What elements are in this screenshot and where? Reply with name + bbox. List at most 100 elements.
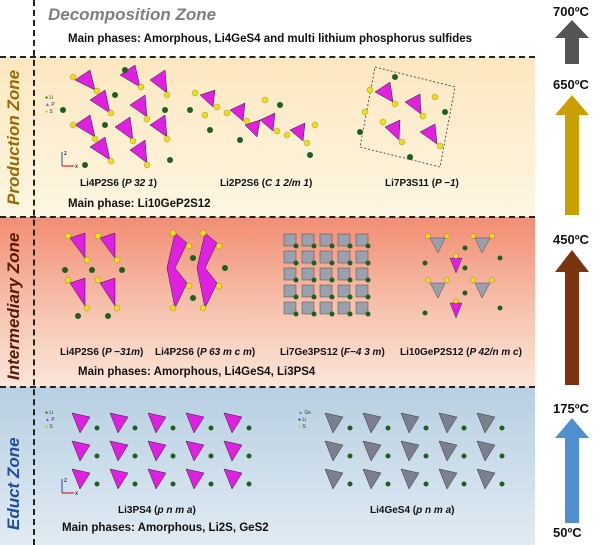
li-atom (365, 260, 371, 266)
li-atom (329, 294, 335, 300)
zone-separator (0, 216, 535, 218)
tetrahedron (223, 412, 243, 434)
legend-s: S (49, 109, 53, 115)
caption-li4p2s6-p-31m: Li4P2S6 (P −31m) (60, 347, 144, 358)
tetrahedron (438, 468, 458, 490)
legend-ge: Ge (304, 410, 312, 416)
tetrahedron (362, 412, 382, 434)
li-atom (499, 481, 505, 487)
ge-tetrahedron (301, 301, 315, 315)
li-atom (499, 453, 505, 459)
formula: Li7Ge3PS12 (280, 347, 338, 358)
tetrahedron (71, 468, 91, 490)
li-atom (423, 453, 429, 459)
production-zone-title: Production Zone (4, 69, 23, 205)
tetrahedron (400, 412, 420, 434)
main-phase-value: Li10GeP2S12 (137, 198, 211, 210)
atom-legend-ge: ▲ Ge ● Li ● S (298, 410, 312, 430)
educt-zone-band (0, 387, 535, 545)
tetrahedron (362, 440, 382, 462)
structure-li4ges4-pnma (324, 412, 505, 490)
caption-li2p2s6-c12m1: Li2P2S6 (C 1 2/m 1) (220, 178, 313, 189)
li-atom (170, 453, 176, 459)
li-atom (94, 481, 100, 487)
ge-tetrahedron (283, 284, 297, 298)
ge-tetrahedron (283, 250, 297, 264)
decomposition-zone-title: Decomposition Zone (48, 5, 217, 24)
li-atom (329, 260, 335, 266)
tetrahedron (109, 412, 129, 434)
educt-zone-title: Educt Zone (4, 437, 23, 530)
tetrahedron (400, 440, 420, 462)
legend-s: S (302, 424, 306, 430)
caption-li4ges4-pnma: Li4GeS4 (p n m a) (370, 505, 455, 516)
li-atom (293, 260, 299, 266)
caption-li4p2s6-p321: Li4P2S6 (P 32 1) (80, 178, 157, 189)
legend-li: Li (49, 95, 54, 101)
li-atom (347, 260, 353, 266)
legend-li: Li (302, 417, 307, 423)
ge-tetrahedron (283, 301, 297, 315)
li-atom (311, 294, 317, 300)
axis-z-label: z (64, 478, 67, 484)
li-atom (347, 481, 353, 487)
space-group: P 63 m c m (200, 347, 252, 358)
li-atom (170, 425, 176, 431)
tetrahedron (476, 440, 496, 462)
tetrahedron (71, 440, 91, 462)
li-atom (329, 311, 335, 317)
li-atom (208, 425, 214, 431)
tetrahedron (400, 468, 420, 490)
ge-tetrahedron (283, 267, 297, 281)
tetrahedron (362, 468, 382, 490)
formula: Li4P2S6 (60, 347, 99, 358)
li-atom (461, 425, 467, 431)
li-atom (365, 294, 371, 300)
li-atom (94, 453, 100, 459)
tetrahedron (185, 468, 205, 490)
li-atom (423, 425, 429, 431)
li-atom (499, 425, 505, 431)
atom-legend: ● Li ▲ P ● S (45, 95, 55, 115)
structure-li4p2s6-p-31m (62, 232, 125, 319)
space-group: p n m a (157, 505, 193, 516)
li-atom (293, 277, 299, 283)
arrow-intermediary (555, 250, 589, 385)
arrow-decomposition (555, 20, 589, 64)
li-atom (246, 481, 252, 487)
axis-x-label: x (75, 491, 78, 497)
structure-li7p3s11-p-1 (357, 66, 456, 168)
tetrahedron (223, 440, 243, 462)
li-atom (246, 425, 252, 431)
li-atom (385, 481, 391, 487)
tetrahedron (476, 468, 496, 490)
caption-li3ps4-pnma: Li3PS4 (p n m a) (118, 505, 196, 516)
tetrahedron (185, 440, 205, 462)
li-atom (461, 453, 467, 459)
ge-tetrahedron (337, 301, 351, 315)
structure-li3ps4-pnma (71, 412, 252, 490)
li-atom (208, 453, 214, 459)
structure-li7ge3ps12-f-43m (283, 233, 371, 317)
li-atom (329, 243, 335, 249)
li-atom (311, 243, 317, 249)
tetrahedron (185, 412, 205, 434)
space-group: P −1 (435, 178, 456, 189)
axis-x-label: x (75, 164, 78, 170)
li-atom (461, 481, 467, 487)
caption-li4p2s6-p63mcm: Li4P2S6 (P 63 m c m) (155, 347, 256, 358)
ge-tetrahedron (355, 267, 369, 281)
decomposition-main-phases: Main phases: Amorphous, Li4GeS4 and mult… (68, 33, 472, 45)
decomposition-zone-band (0, 0, 535, 57)
li-atom (293, 311, 299, 317)
zone-separator (0, 56, 535, 58)
tetrahedron (147, 440, 167, 462)
axis-indicator: z x (61, 151, 78, 170)
li-atom (347, 425, 353, 431)
legend-p: P (51, 102, 55, 108)
li-atom (132, 453, 138, 459)
li-atom (311, 260, 317, 266)
tetrahedron (324, 468, 344, 490)
tetrahedron (223, 468, 243, 490)
